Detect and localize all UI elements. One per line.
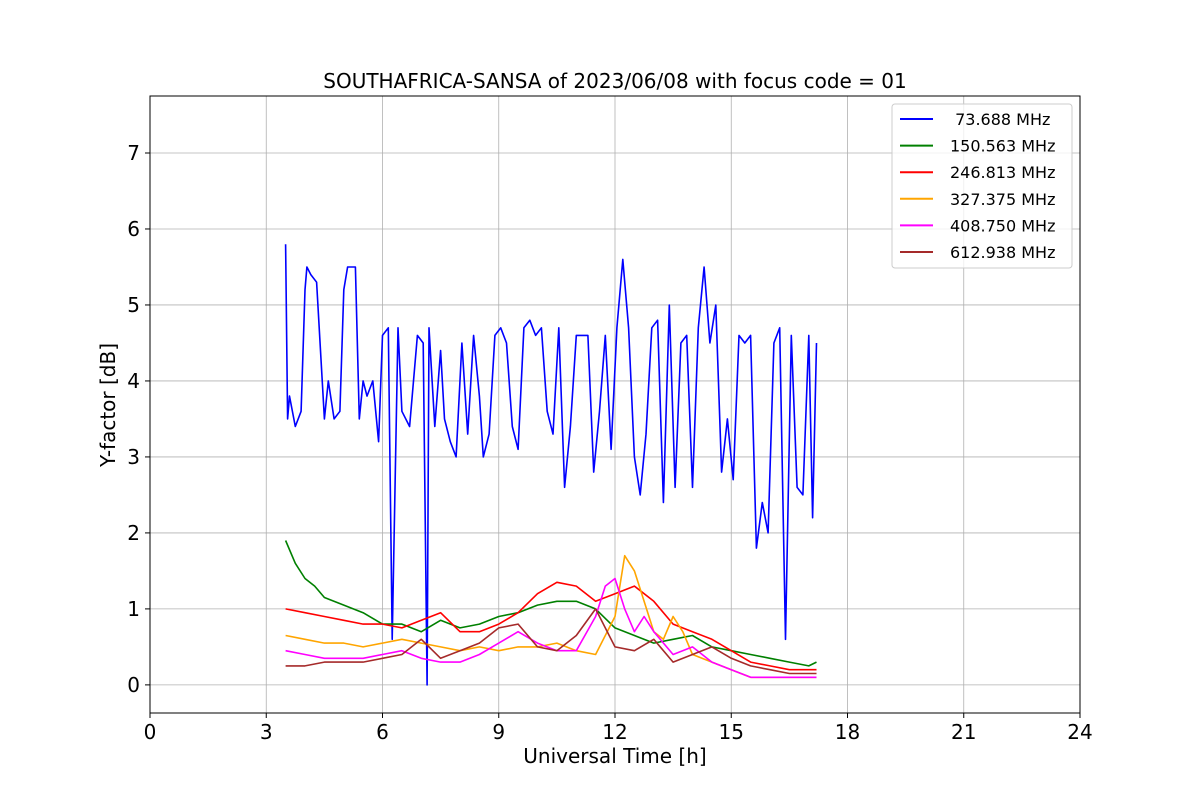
x-tick-label: 18 (835, 720, 860, 744)
x-tick-label: 9 (492, 720, 505, 744)
series-line-5 (285, 608, 817, 675)
y-tick-label: 5 (127, 293, 140, 317)
x-tick-label: 15 (719, 720, 744, 744)
x-tick-label: 0 (144, 720, 157, 744)
y-tick-label: 0 (127, 673, 140, 697)
series-line-4 (285, 577, 817, 679)
legend: 73.688 MHz 150.563 MHz 246.813 MHz 327.375 … (891, 103, 1073, 269)
legend-frame (891, 103, 1073, 269)
y-tick-label: 6 (127, 217, 140, 241)
legend-label-2: 246.813 MHz (950, 163, 1055, 182)
y-axis-label: Y-factor [dB] (96, 343, 120, 468)
y-axis: 0 1 2 3 4 5 6 7 (127, 141, 150, 697)
x-tick-label: 12 (602, 720, 627, 744)
legend-label-0: 73.688 MHz (950, 110, 1050, 129)
y-tick-label: 3 (127, 445, 140, 469)
legend-label-1: 150.563 MHz (950, 137, 1055, 156)
series-line-0 (284, 244, 818, 686)
x-tick-label: 24 (1067, 720, 1092, 744)
y-tick-label: 4 (127, 369, 140, 393)
x-tick-label: 3 (260, 720, 273, 744)
y-tick-label: 7 (127, 141, 140, 165)
legend-label-3: 327.375 MHz (950, 190, 1055, 209)
series-line-2 (285, 581, 817, 671)
legend-label-4: 408.750 MHz (950, 216, 1055, 235)
x-axis-label: Universal Time [h] (523, 744, 706, 768)
x-axis: 0 3 6 9 12 15 18 21 24 (144, 713, 1093, 744)
series-layer (284, 244, 818, 686)
x-tick-label: 21 (951, 720, 976, 744)
x-tick-label: 6 (376, 720, 389, 744)
legend-label-5: 612.938 MHz (950, 243, 1055, 262)
chart-title: SOUTHAFRICA-SANSA of 2023/06/08 with foc… (323, 69, 907, 93)
y-tick-label: 2 (127, 521, 140, 545)
y-tick-label: 1 (127, 597, 140, 621)
